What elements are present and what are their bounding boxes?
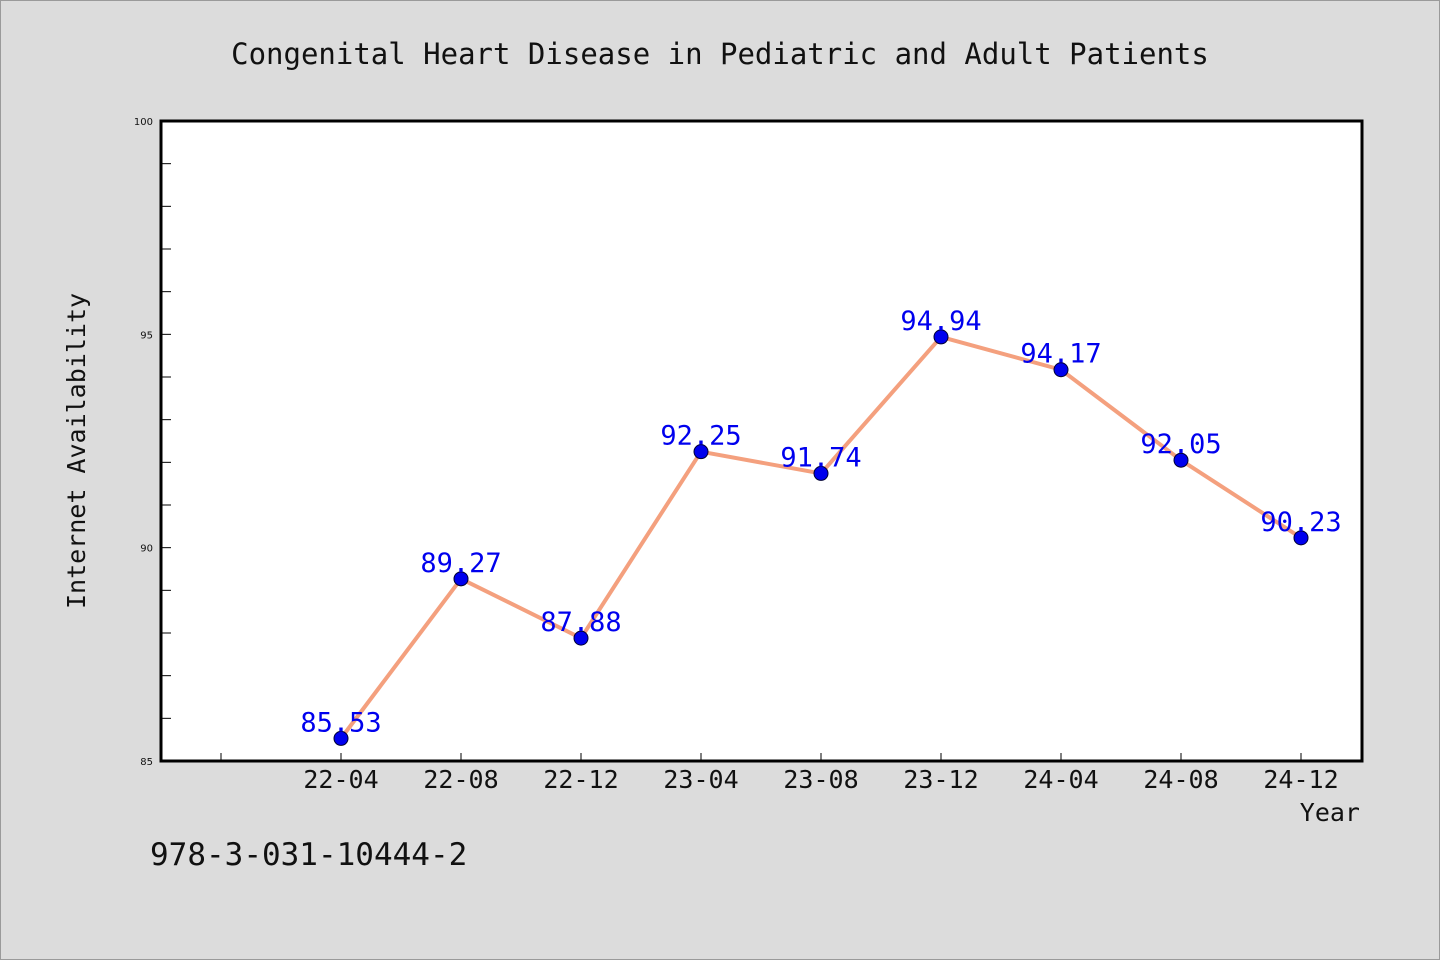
x-tick-label: 24-08 (1143, 765, 1218, 794)
data-label: 87.88 (540, 607, 621, 638)
y-tick-label: 90 (140, 544, 153, 555)
x-tick-label: 22-08 (423, 765, 498, 794)
data-point (1053, 362, 1069, 378)
x-tick-label: 23-08 (783, 765, 858, 794)
x-axis-label: Year (1300, 798, 1360, 827)
x-tick-label: 23-04 (663, 765, 738, 794)
x-tick-label: 22-12 (543, 765, 618, 794)
plot-area (161, 121, 1362, 761)
plot-frame (159, 119, 1364, 763)
data-label: 85.53 (300, 707, 381, 738)
data-label: 94.94 (900, 306, 981, 337)
data-point (933, 329, 949, 345)
x-tick-label: 23-12 (903, 765, 978, 794)
x-axis: 22-04 22-08 22-12 23-04 23-08 23-12 24-04 24-08… (220, 753, 1339, 794)
y-tick-label: 85 (140, 757, 153, 768)
data-label: 89.27 (420, 548, 501, 579)
data-point (333, 730, 349, 746)
data-point (813, 465, 829, 481)
footer-isbn-text: 978-3-031-10444-2 (150, 837, 467, 873)
data-label: 92.25 (660, 421, 741, 452)
data-label: 94.17 (1020, 339, 1101, 370)
y-tick-label: 95 (140, 330, 153, 341)
data-point (453, 571, 469, 587)
x-tick-label: 24-12 (1263, 765, 1338, 794)
chart-title: Congenital Heart Disease in Pediatric an… (231, 37, 1209, 71)
data-points (333, 329, 1309, 746)
data-point (1293, 530, 1309, 546)
data-label: 92.05 (1140, 429, 1221, 460)
y-axis-label: Internet Availability (62, 293, 91, 609)
data-labels: 85.53 89.27 87.88 92.25 91.74 94.94 94.17 92.05… (300, 306, 1341, 738)
x-tick-label: 24-04 (1023, 765, 1098, 794)
data-label: 90.23 (1260, 507, 1341, 538)
y-axis: 85 90 95 100 (134, 117, 171, 768)
data-point (1173, 452, 1189, 468)
data-point (573, 630, 589, 646)
data-point (693, 444, 709, 460)
y-tick-label: 100 (134, 117, 153, 128)
data-label: 91.74 (780, 442, 861, 473)
x-tick-label: 22-04 (303, 765, 378, 794)
